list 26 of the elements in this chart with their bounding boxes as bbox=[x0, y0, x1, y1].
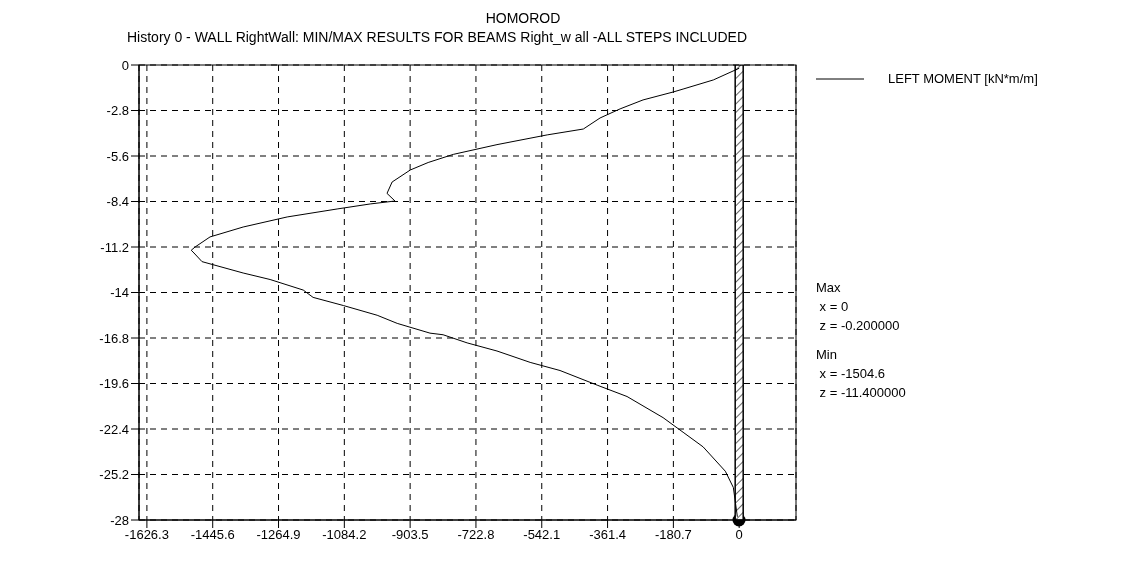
y-tick-label: -14 bbox=[110, 285, 129, 301]
y-tick-label: -28 bbox=[110, 512, 129, 528]
chart-title: HOMOROD bbox=[484, 10, 562, 26]
x-tick-label: -542.1 bbox=[523, 527, 561, 543]
x-tick-label: -1084.2 bbox=[322, 527, 367, 543]
y-tick-label: -22.4 bbox=[99, 421, 129, 437]
y-tick-label: -25.2 bbox=[99, 467, 129, 483]
x-tick-label: 0 bbox=[735, 527, 743, 543]
x-tick-label: -1445.6 bbox=[190, 527, 235, 543]
x-tick-label: -1264.9 bbox=[256, 527, 301, 543]
legend-label: LEFT MOMENT [kN*m/m] bbox=[888, 71, 1038, 86]
y-tick-label: -8.4 bbox=[106, 194, 129, 210]
y-tick-label: -16.8 bbox=[99, 330, 129, 346]
x-tick-label: -903.5 bbox=[391, 527, 429, 543]
y-tick-label: -19.6 bbox=[99, 376, 129, 392]
x-tick-label: -180.7 bbox=[654, 527, 692, 543]
text: Max x = 0 z = -0.200000 bbox=[816, 279, 901, 335]
x-tick-label: -722.8 bbox=[457, 527, 495, 543]
x-tick-label: -361.4 bbox=[589, 527, 627, 543]
text: Min x = -1504.6 z = -11.400000 bbox=[816, 346, 906, 402]
y-tick-label: -2.8 bbox=[106, 103, 129, 119]
y-tick-label: -5.6 bbox=[106, 148, 129, 164]
y-tick-label: 0 bbox=[121, 57, 129, 73]
x-tick-label: -1626.3 bbox=[124, 527, 169, 543]
chart-subtitle: History 0 - WALL RightWall: MIN/MAX RESULTS FOR BEAMS Right_w all -ALL STEPS INCLUDED bbox=[126, 29, 748, 45]
y-tick-label: -11.2 bbox=[100, 239, 129, 255]
